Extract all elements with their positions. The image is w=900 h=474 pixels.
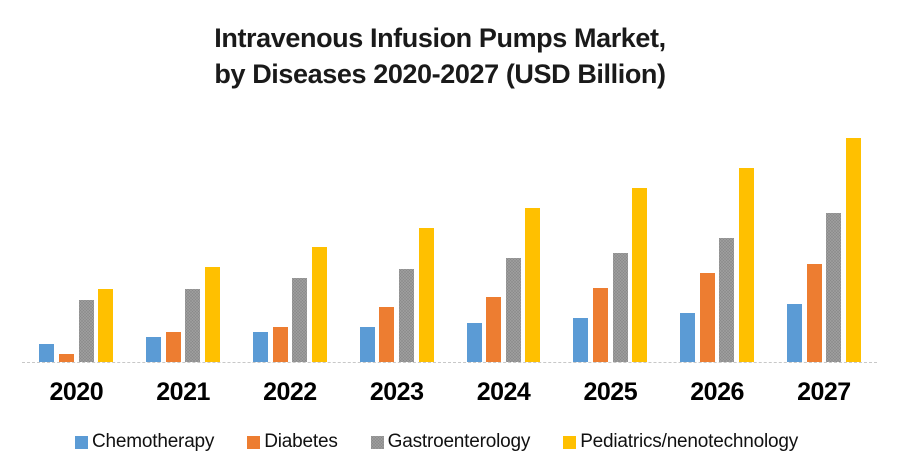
legend-item-diabetes: Diabetes bbox=[247, 431, 338, 453]
legend-swatch-pediatrics-nenotechnology bbox=[563, 435, 577, 449]
bar-diabetes-2020 bbox=[58, 354, 74, 362]
bar-gastroenterology-2022 bbox=[292, 278, 308, 362]
x-axis-label-2026: 2026 bbox=[690, 378, 744, 406]
legend-label-chemotherapy: Chemotherapy bbox=[92, 431, 215, 452]
bar-diabetes-2025 bbox=[592, 288, 608, 362]
bar-diabetes-2027 bbox=[806, 264, 822, 362]
bar-pediatrics-nenotechnology-2025 bbox=[632, 188, 648, 362]
legend-label-pediatrics-nenotechnology: Pediatrics/nenotechnology bbox=[580, 431, 799, 452]
legend-swatch-diabetes bbox=[247, 435, 261, 449]
legend-item-chemotherapy: Chemotherapy bbox=[75, 431, 214, 453]
bar-gastroenterology-2025 bbox=[612, 253, 628, 362]
bar-chemotherapy-2025 bbox=[573, 318, 589, 362]
chart-title-line-1: Intravenous Infusion Pumps Market, bbox=[214, 23, 666, 53]
x-axis-label-2021: 2021 bbox=[156, 378, 210, 406]
bar-gastroenterology-2020 bbox=[78, 300, 94, 362]
chart-title-line-2: by Diseases 2020-2027 (USD Billion) bbox=[214, 59, 666, 89]
bar-diabetes-2024 bbox=[486, 297, 502, 362]
legend: Chemotherapy Diabetes Gastroenterology Pedi… bbox=[75, 431, 798, 453]
bar-pediatrics-nenotechnology-2022 bbox=[311, 247, 327, 362]
legend-label-gastroenterology: Gastroenterology bbox=[387, 431, 531, 452]
bar-diabetes-2026 bbox=[699, 273, 715, 362]
bar-diabetes-2023 bbox=[379, 307, 395, 362]
x-axis-label-2024: 2024 bbox=[476, 378, 531, 406]
bar-gastroenterology-2021 bbox=[185, 289, 201, 362]
legend-item-pediatrics-nenotechnology: Pediatrics/nenotechnology bbox=[563, 431, 798, 453]
legend-item-gastroenterology: Gastroenterology bbox=[370, 431, 531, 453]
bar-chemotherapy-2023 bbox=[359, 327, 375, 362]
bar-chemotherapy-2020 bbox=[39, 344, 55, 362]
x-axis-labels: 2020 2021 2022 2023 2024 2025 2026 2027 bbox=[22, 378, 877, 408]
legend-swatch-gastroenterology bbox=[370, 435, 384, 449]
legend-swatch-chemotherapy bbox=[75, 435, 88, 449]
legend-label-diabetes: Diabetes bbox=[264, 431, 338, 452]
bar-pediatrics-nenotechnology-2026 bbox=[738, 168, 754, 362]
bar-gastroenterology-2024 bbox=[505, 258, 521, 362]
x-axis-label-2020: 2020 bbox=[49, 378, 104, 406]
bar-pediatrics-nenotechnology-2020 bbox=[98, 289, 114, 362]
bar-diabetes-2021 bbox=[165, 332, 181, 362]
bar-pediatrics-nenotechnology-2021 bbox=[204, 267, 220, 362]
bar-pediatrics-nenotechnology-2024 bbox=[525, 208, 541, 362]
bar-diabetes-2022 bbox=[272, 327, 288, 362]
bar-gastroenterology-2023 bbox=[398, 269, 414, 362]
bar-chemotherapy-2024 bbox=[466, 323, 482, 362]
x-axis-label-2027: 2027 bbox=[797, 378, 851, 406]
bar-gastroenterology-2026 bbox=[719, 238, 735, 362]
bar-chemotherapy-2021 bbox=[146, 337, 162, 362]
bar-pediatrics-nenotechnology-2027 bbox=[845, 138, 861, 362]
bar-gastroenterology-2027 bbox=[826, 213, 842, 362]
x-axis-label-2023: 2023 bbox=[369, 378, 424, 406]
x-axis-label-2025: 2025 bbox=[583, 378, 638, 406]
bar-chemotherapy-2027 bbox=[786, 304, 802, 362]
x-axis-label-2022: 2022 bbox=[263, 378, 317, 406]
plot-area bbox=[22, 122, 877, 363]
chart-title: Intravenous Infusion Pumps Market, by Di… bbox=[0, 20, 880, 92]
bar-chemotherapy-2026 bbox=[680, 313, 696, 362]
bar-chemotherapy-2022 bbox=[252, 332, 268, 362]
bar-pediatrics-nenotechnology-2023 bbox=[418, 228, 434, 362]
